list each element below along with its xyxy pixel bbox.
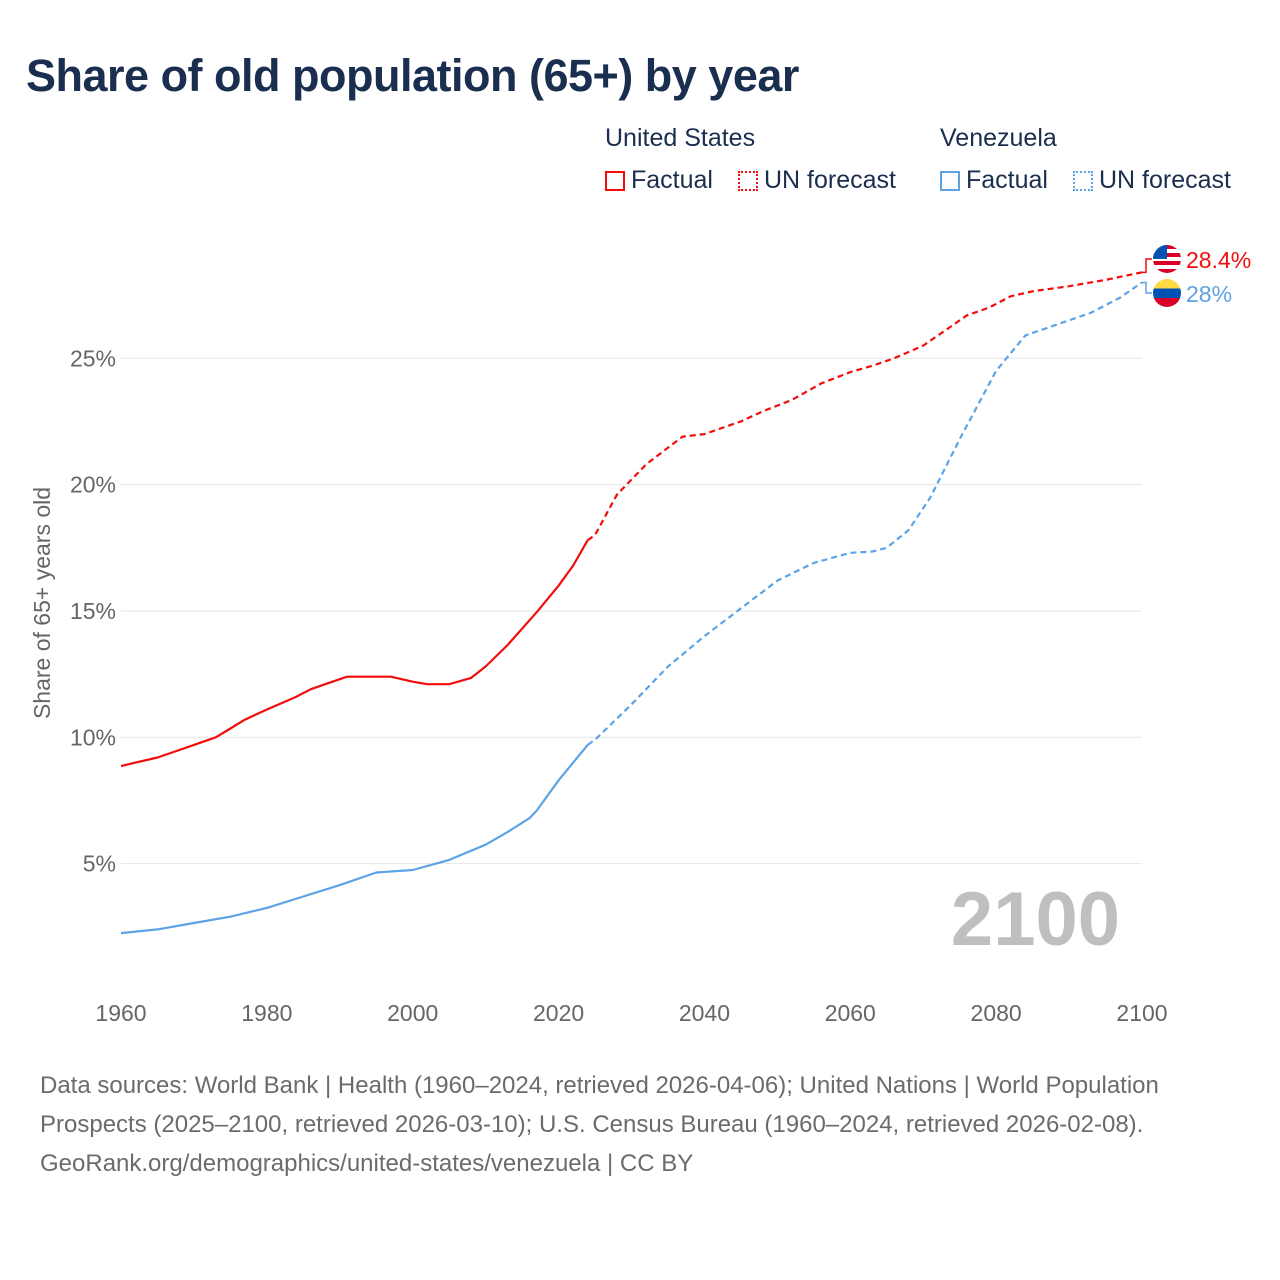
x-tick-label: 2000 bbox=[387, 1000, 438, 1026]
end-label-connector bbox=[1142, 258, 1152, 274]
y-tick-label: 25% bbox=[70, 345, 116, 371]
venezuela-factual-line bbox=[120, 744, 589, 935]
y-tick-label: 15% bbox=[70, 598, 116, 624]
chart-title: Share of old population (65+) by year bbox=[26, 50, 799, 101]
x-tick-label: 2100 bbox=[1116, 1000, 1167, 1026]
united-states-forecast-line bbox=[587, 271, 1143, 542]
legend-ve-factual[interactable]: Factual bbox=[940, 166, 1048, 195]
legend-group-venezuela: Venezuela bbox=[940, 124, 1057, 152]
end-value-label: 28% bbox=[1186, 281, 1232, 307]
x-tick-label: 1960 bbox=[95, 1000, 146, 1026]
legend-us-forecast[interactable]: UN forecast bbox=[738, 166, 896, 195]
y-axis-label: Share of 65+ years old bbox=[29, 487, 55, 719]
data-sources: Data sources: World Bank | Health (1960–… bbox=[40, 1072, 1159, 1138]
legend-swatch-dotted bbox=[1073, 170, 1093, 191]
legend-group-united-states: United States bbox=[605, 124, 756, 152]
legend-swatch-solid bbox=[605, 170, 625, 191]
legend-label: Factual bbox=[966, 166, 1048, 194]
x-tick-label: 2020 bbox=[533, 1000, 584, 1026]
venezuela-forecast-line bbox=[587, 281, 1143, 746]
legend-swatch-solid bbox=[940, 170, 960, 191]
footer: Data sources: World Bank | Health (1960–… bbox=[40, 1066, 1240, 1183]
legend-label: UN forecast bbox=[764, 166, 896, 194]
end-label-connector bbox=[1142, 281, 1152, 294]
credit-link[interactable]: GeoRank.org/demographics/united-states/v… bbox=[40, 1150, 694, 1177]
venezuela-flag-icon bbox=[1153, 279, 1181, 307]
legend-label: UN forecast bbox=[1099, 166, 1231, 194]
y-tick-label: 10% bbox=[70, 724, 116, 750]
year-watermark: 2100 bbox=[951, 877, 1120, 962]
x-tick-label: 2060 bbox=[825, 1000, 876, 1026]
united-states-factual-line bbox=[120, 539, 589, 768]
y-tick-label: 5% bbox=[83, 851, 116, 877]
legend-us-factual[interactable]: Factual bbox=[605, 166, 713, 195]
x-tick-label: 1980 bbox=[241, 1000, 292, 1026]
x-tick-label: 2040 bbox=[679, 1000, 730, 1026]
end-value-label: 28.4% bbox=[1186, 247, 1251, 273]
legend-label: Factual bbox=[631, 166, 713, 194]
x-tick-label: 2080 bbox=[971, 1000, 1022, 1026]
y-tick-label: 20% bbox=[70, 472, 116, 498]
legend-ve-forecast[interactable]: UN forecast bbox=[1073, 166, 1231, 195]
us-flag-icon bbox=[1153, 245, 1181, 273]
legend-swatch-dotted bbox=[738, 170, 758, 191]
